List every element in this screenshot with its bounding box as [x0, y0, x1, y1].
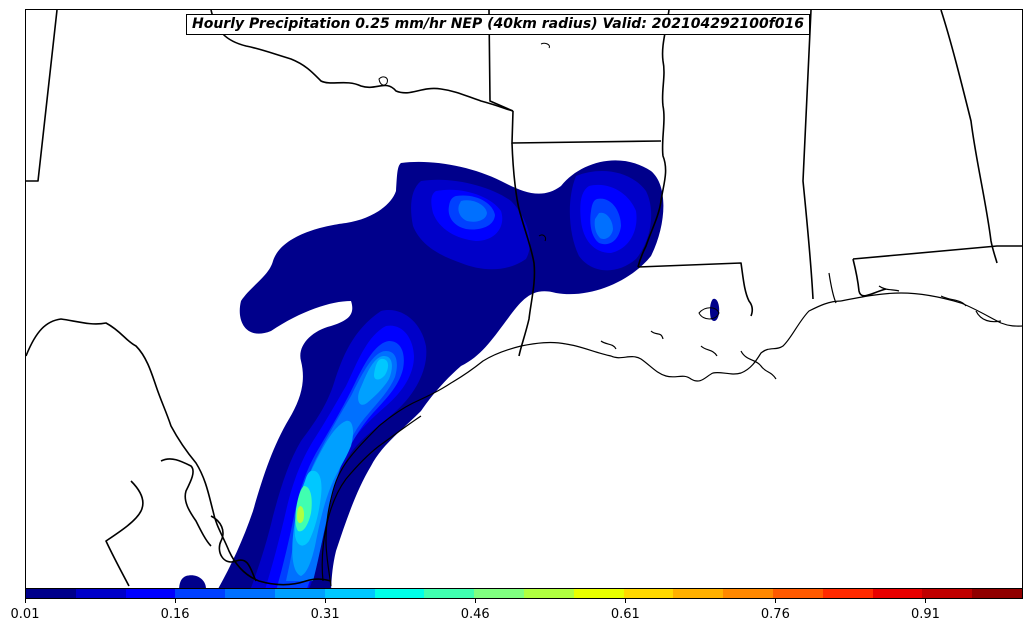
- louisiana-mississippi-border: [637, 262, 754, 317]
- mississippi-alabama-border: [802, 10, 814, 300]
- colorbar-segment-7: [324, 589, 375, 598]
- colorbar-tick-label-3: 0.31: [310, 607, 340, 622]
- lakes: [378, 42, 720, 320]
- precipitation-field: [179, 160, 720, 588]
- colorbar-segment-6: [274, 589, 325, 598]
- colorbar-tick-3: [325, 599, 327, 603]
- precip-contour-level-5: [286, 200, 613, 581]
- state-border-texas-nm: [26, 10, 58, 182]
- coastal-marsh-detail: [600, 330, 777, 380]
- colorbar-tick-label-4: 0.46: [460, 607, 490, 622]
- colorbar-segment-3: [125, 589, 176, 598]
- texas-louisiana-border: [511, 142, 536, 357]
- colorbar-tick-label-5: 0.61: [610, 607, 640, 622]
- mexico-state-border-c: [210, 515, 257, 582]
- pensacola-bays: [940, 295, 1002, 323]
- colorbar-segment-11: [523, 589, 574, 598]
- louisiana-coast: [565, 300, 842, 382]
- colorbar-tick-label-7: 0.91: [910, 607, 940, 622]
- texas-coast: [325, 341, 567, 587]
- colorbar-segment-1: [26, 589, 76, 598]
- colorbar: [25, 588, 1023, 599]
- political-boundaries: [26, 10, 1022, 587]
- mississippi-river-border: [637, 10, 670, 268]
- colorbar-segment-4: [175, 589, 226, 598]
- oklahoma-arkansas-border: [488, 10, 514, 112]
- colorbar-segment-10: [474, 589, 524, 598]
- mexico-border: [26, 318, 332, 586]
- colorbar-segment-18: [872, 589, 923, 598]
- barrier-island: [321, 415, 422, 582]
- colorbar-segment-2: [75, 589, 126, 598]
- colorbar-tick-1: [25, 599, 26, 603]
- coastline: [321, 272, 1022, 587]
- map-panel: [25, 9, 1023, 589]
- colorbar-tick-7: [925, 599, 927, 603]
- colorbar-segment-20: [972, 589, 1022, 598]
- gulf-coast-east: [840, 292, 1022, 327]
- precip-cell-offshore: [709, 298, 720, 321]
- precip-contour-level-6: [292, 355, 392, 576]
- precip-contour-level-9: [297, 506, 304, 524]
- precip-cell-south: [179, 575, 206, 588]
- colorbar-tick-label-2: 0.16: [160, 607, 190, 622]
- colorbar-tick-5: [625, 599, 627, 603]
- colorbar-segment-5: [225, 589, 275, 598]
- colorbar-segment-12: [573, 589, 624, 598]
- colorbar-segment-9: [424, 589, 475, 598]
- colorbar-segment-16: [772, 589, 823, 598]
- toledo-bend: [538, 42, 550, 242]
- precip-contour-level-7: [294, 358, 389, 546]
- mobile-bay: [828, 272, 900, 304]
- texas-arkansas-border: [511, 110, 662, 144]
- colorbar-segment-13: [623, 589, 674, 598]
- mexico-state-border-a: [160, 458, 212, 547]
- mexico-state-border-b: [105, 480, 144, 587]
- colorbar-segment-14: [673, 589, 724, 598]
- colorbar-tick-2: [175, 599, 177, 603]
- colorbar-segment-8: [374, 589, 425, 598]
- colorbar-tick-label-6: 0.76: [760, 607, 790, 622]
- colorbar-segment-15: [723, 589, 773, 598]
- florida-border: [852, 245, 1022, 297]
- map-svg: [26, 10, 1022, 588]
- colorbar-tick-4: [475, 599, 477, 603]
- map-title: Hourly Precipitation 0.25 mm/hr NEP (40k…: [186, 14, 811, 35]
- colorbar-tick-label-1: 0.01: [10, 607, 40, 622]
- colorbar-segment-17: [822, 589, 873, 598]
- colorbar-segment-19: [922, 589, 973, 598]
- colorbar-tick-6: [775, 599, 777, 603]
- alabama-georgia-border: [940, 10, 998, 264]
- red-river-border: [210, 10, 514, 112]
- lake-texoma: [378, 76, 388, 86]
- lake-pontchartrain: [698, 307, 720, 320]
